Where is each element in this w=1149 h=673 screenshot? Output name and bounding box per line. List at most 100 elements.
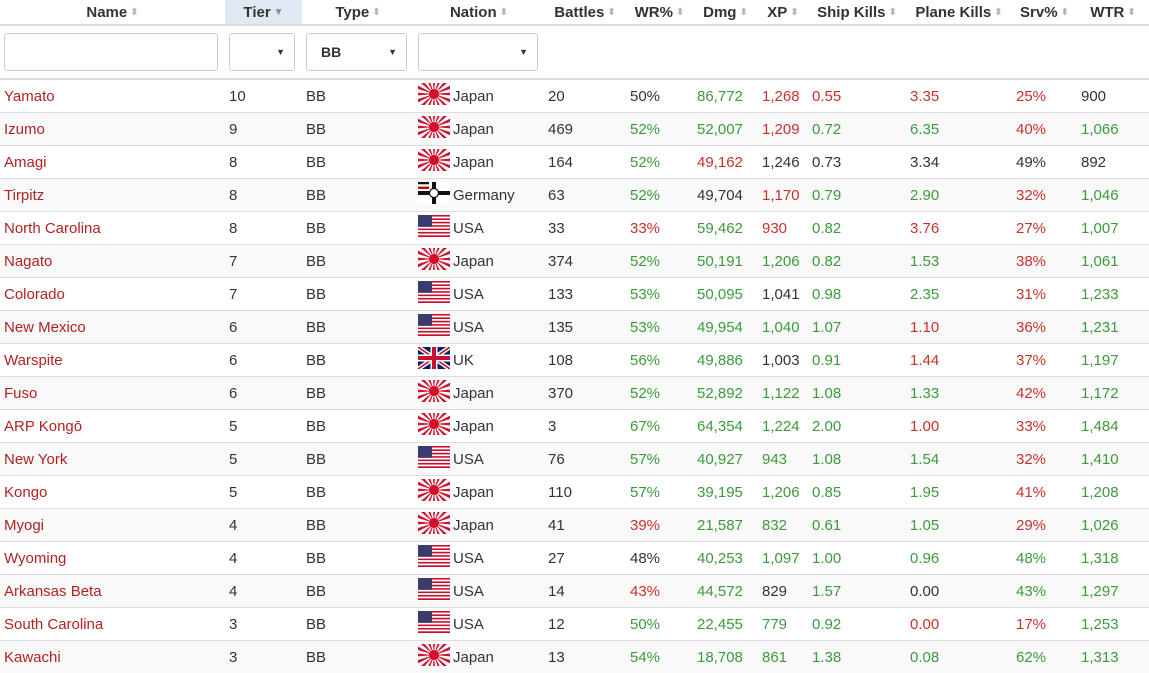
nation-cell: Japan <box>414 113 544 146</box>
damage-cell: 39,195 <box>693 476 758 509</box>
type-cell: BB <box>302 641 414 673</box>
tier-filter-select[interactable]: ▼ <box>229 33 295 71</box>
ship-name-link[interactable]: Colorado <box>0 278 225 311</box>
damage-cell: 49,704 <box>693 179 758 212</box>
xp-cell: 829 <box>758 575 808 608</box>
ship-name-link[interactable]: Kongo <box>0 476 225 509</box>
xp-cell: 1,170 <box>758 179 808 212</box>
ship-name-link[interactable]: Myogi <box>0 509 225 542</box>
japan-flag-icon <box>418 512 450 538</box>
nation-label: USA <box>453 616 484 633</box>
ship-name-link[interactable]: South Carolina <box>0 608 225 641</box>
ship-name-link[interactable]: Nagato <box>0 245 225 278</box>
plane-kills-cell: 2.35 <box>906 278 1012 311</box>
ship-name-link[interactable]: Arkansas Beta <box>0 575 225 608</box>
ship-name-link[interactable]: Yamato <box>0 79 225 113</box>
ship-name-link[interactable]: New York <box>0 443 225 476</box>
dropdown-arrow-icon: ▼ <box>388 47 397 57</box>
japan-flag-icon <box>418 149 450 175</box>
header-plane-kills[interactable]: Plane Kills⬍ <box>906 0 1012 25</box>
damage-cell: 59,462 <box>693 212 758 245</box>
ship-name-link[interactable]: Amagi <box>0 146 225 179</box>
header-type[interactable]: Type⬍ <box>302 0 414 25</box>
tier-cell: 6 <box>225 311 302 344</box>
nation-filter-select[interactable]: ▼ <box>418 33 538 71</box>
japan-flag-icon <box>418 380 450 406</box>
ship-kills-cell: 1.08 <box>808 443 906 476</box>
ship-name-link[interactable]: Tirpitz <box>0 179 225 212</box>
winrate-cell: 54% <box>626 641 693 673</box>
type-filter-select[interactable]: BB ▼ <box>306 33 407 71</box>
battles-cell: 12 <box>544 608 626 641</box>
ship-name-link[interactable]: ARP Kongō <box>0 410 225 443</box>
nation-cell: USA <box>414 608 544 641</box>
sort-icon: ⬍ <box>790 7 798 18</box>
japan-flag-icon <box>418 116 450 142</box>
winrate-cell: 48% <box>626 542 693 575</box>
wtr-cell: 1,410 <box>1077 443 1149 476</box>
winrate-cell: 53% <box>626 278 693 311</box>
battles-cell: 41 <box>544 509 626 542</box>
xp-cell: 943 <box>758 443 808 476</box>
plane-kills-cell: 6.35 <box>906 113 1012 146</box>
damage-cell: 49,954 <box>693 311 758 344</box>
plane-kills-cell: 1.95 <box>906 476 1012 509</box>
survival-cell: 42% <box>1012 377 1077 410</box>
nation-wrapper: USA <box>418 314 540 340</box>
tier-cell: 4 <box>225 575 302 608</box>
ship-kills-cell: 2.00 <box>808 410 906 443</box>
type-cell: BB <box>302 542 414 575</box>
header-ship-kills[interactable]: Ship Kills⬍ <box>808 0 906 25</box>
battles-cell: 76 <box>544 443 626 476</box>
sort-desc-icon: ▼ <box>274 7 284 18</box>
header-dmg[interactable]: Dmg⬍ <box>693 0 758 25</box>
nation-label: Japan <box>453 385 494 402</box>
ship-kills-cell: 1.00 <box>808 542 906 575</box>
tier-cell: 5 <box>225 410 302 443</box>
type-cell: BB <box>302 212 414 245</box>
japan-flag-icon <box>418 83 450 109</box>
header-xp[interactable]: XP⬍ <box>758 0 808 25</box>
ship-name-link[interactable]: Wyoming <box>0 542 225 575</box>
header-battles[interactable]: Battles⬍ <box>544 0 626 25</box>
survival-cell: 33% <box>1012 410 1077 443</box>
name-filter-input[interactable] <box>4 33 218 71</box>
nation-wrapper: USA <box>418 446 540 472</box>
header-name[interactable]: Name⬍ <box>0 0 225 25</box>
ship-name-link[interactable]: Kawachi <box>0 641 225 673</box>
ship-name-link[interactable]: North Carolina <box>0 212 225 245</box>
sort-icon: ⬍ <box>372 7 380 18</box>
type-cell: BB <box>302 443 414 476</box>
ship-name-link[interactable]: Warspite <box>0 344 225 377</box>
battles-cell: 33 <box>544 212 626 245</box>
header-srv[interactable]: Srv%⬍ <box>1012 0 1077 25</box>
type-cell: BB <box>302 344 414 377</box>
header-tier[interactable]: Tier▼ <box>225 0 302 25</box>
sort-icon: ⬍ <box>739 7 747 18</box>
wtr-cell: 892 <box>1077 146 1149 179</box>
ship-kills-cell: 0.82 <box>808 212 906 245</box>
survival-cell: 25% <box>1012 79 1077 113</box>
ship-kills-cell: 1.38 <box>808 641 906 673</box>
ship-name-link[interactable]: Izumo <box>0 113 225 146</box>
plane-kills-cell: 1.10 <box>906 311 1012 344</box>
nation-wrapper: USA <box>418 215 540 241</box>
winrate-cell: 52% <box>626 179 693 212</box>
plane-kills-cell: 3.34 <box>906 146 1012 179</box>
ship-name-link[interactable]: New Mexico <box>0 311 225 344</box>
nation-wrapper: USA <box>418 545 540 571</box>
header-nation[interactable]: Nation⬍ <box>414 0 544 25</box>
usa-flag-icon <box>418 281 450 307</box>
ship-name-link[interactable]: Fuso <box>0 377 225 410</box>
wtr-cell: 1,318 <box>1077 542 1149 575</box>
tier-cell: 3 <box>225 608 302 641</box>
ship-kills-cell: 0.98 <box>808 278 906 311</box>
type-cell: BB <box>302 575 414 608</box>
nation-wrapper: Japan <box>418 380 540 406</box>
header-wr[interactable]: WR%⬍ <box>626 0 693 25</box>
header-wtr[interactable]: WTR⬍ <box>1077 0 1149 25</box>
battles-cell: 469 <box>544 113 626 146</box>
battles-cell: 63 <box>544 179 626 212</box>
